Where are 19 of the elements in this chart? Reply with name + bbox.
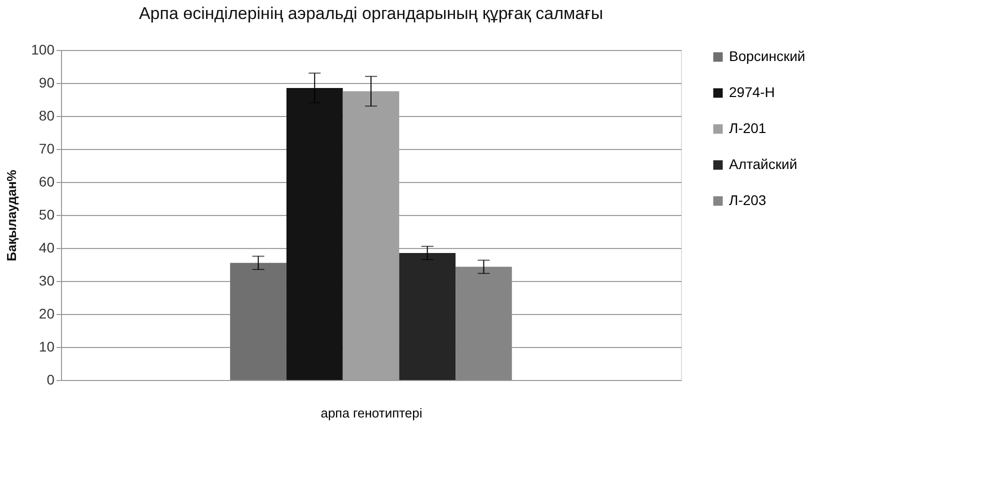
y-tick-label: 20 (38, 306, 55, 322)
x-axis-title: арпа генотиптері (320, 406, 422, 420)
legend-label: Л-201 (729, 120, 766, 136)
y-tick-label: 10 (38, 338, 55, 354)
y-tick-label: 90 (38, 74, 55, 90)
legend-label: Ворсинский (729, 48, 806, 64)
y-tick-label: 0 (46, 372, 55, 388)
legend-label: Л-203 (729, 192, 766, 208)
legend-label: Алтайский (729, 156, 798, 172)
y-tick-label: 30 (38, 272, 55, 288)
y-tick-label: 70 (38, 140, 55, 156)
y-tick-label: 100 (31, 42, 55, 58)
y-tick-label: 80 (38, 108, 55, 124)
legend-label: 2974-Н (729, 84, 775, 100)
y-tick-label: 40 (38, 240, 55, 256)
y-tick-label: 60 (38, 174, 55, 190)
y-axis-title: Бақылаудан% (4, 169, 20, 262)
y-tick-label: 50 (38, 206, 55, 222)
chart-title: Арпа өсінділерінің аэральді органдарының құрғақ салмағы (138, 4, 604, 23)
